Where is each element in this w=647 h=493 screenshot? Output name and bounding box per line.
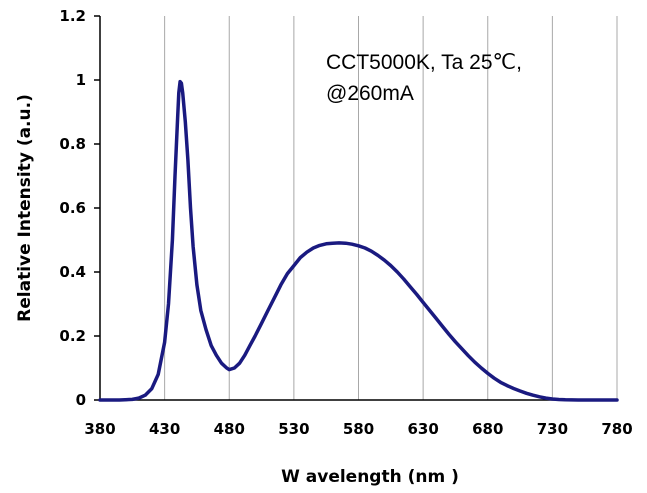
x-tick-label: 780 [601,420,632,438]
x-tick-label: 580 [343,420,374,438]
x-tick-label: 630 [407,420,438,438]
y-tick-label: 0.6 [59,199,86,217]
y-tick-label: 0 [76,391,86,409]
x-axis-title: W avelength (nm ) [281,467,459,487]
y-tick-label: 0.4 [59,263,86,281]
x-tick-label: 480 [214,420,245,438]
x-tick-label: 430 [149,420,180,438]
annotation-line-1: CCT5000K, Ta 25℃, [326,51,522,74]
x-tick-label: 730 [537,420,568,438]
x-tick-label: 680 [472,420,503,438]
y-tick-label: 1.2 [59,7,86,25]
y-axis-title: Relative Intensity (a.u.) [15,94,35,322]
x-tick-label: 530 [278,420,309,438]
y-tick-label: 0.2 [59,327,86,345]
annotation-line-2: @260mA [326,82,414,105]
y-tick-label: 1 [76,71,86,89]
y-tick-label: 0.8 [59,135,86,153]
x-tick-label: 380 [84,420,115,438]
